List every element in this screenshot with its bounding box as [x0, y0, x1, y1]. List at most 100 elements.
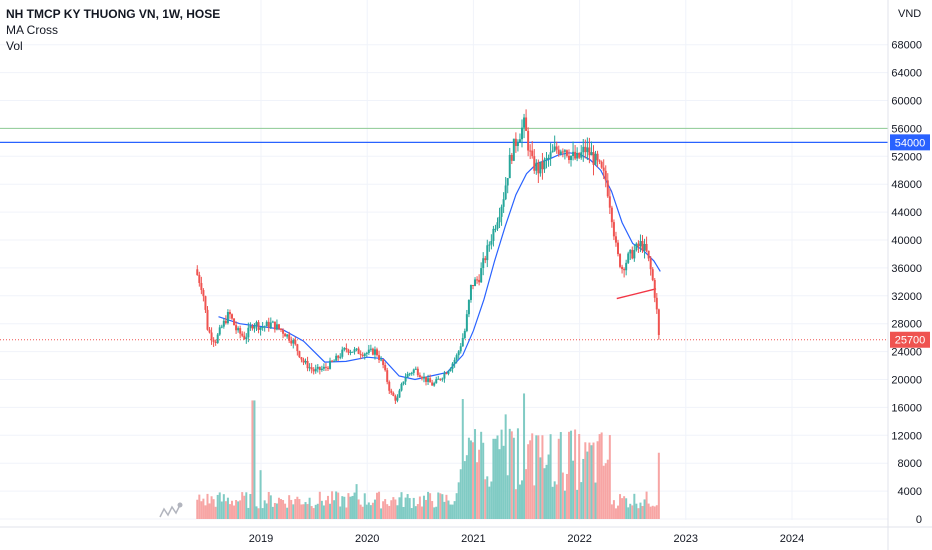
volume-bar [206, 493, 209, 519]
candle-body [286, 334, 289, 337]
candle-body [275, 324, 278, 330]
candle-body [582, 146, 585, 153]
volume-bar [447, 500, 450, 519]
volume-bar [329, 503, 332, 519]
time-axis: 2019 2020 2021 2022 2023 2024 [0, 526, 932, 545]
candle-body [255, 322, 258, 326]
candle-body [508, 154, 511, 179]
candle-body [353, 349, 356, 352]
candle-body [527, 130, 530, 151]
volume-bar [357, 499, 360, 519]
volume-bars [196, 393, 660, 519]
candle-body [439, 378, 442, 380]
candle-body [474, 279, 477, 287]
volume-bar [594, 482, 597, 519]
volume-bar [555, 484, 558, 519]
volume-bar [465, 455, 468, 519]
candle-body [529, 150, 532, 152]
volume-bar [204, 505, 207, 519]
y-tick-label: 28000 [891, 319, 922, 331]
volume-bar [453, 501, 456, 519]
volume-bar [451, 504, 454, 519]
candle-body [400, 383, 403, 391]
volume-bar [445, 494, 448, 519]
candle-body [251, 325, 254, 329]
volume-indicator-label[interactable]: Vol [6, 39, 23, 53]
candle-body [396, 397, 399, 401]
ma-cross-indicator-label[interactable]: MA Cross [6, 23, 59, 37]
volume-bar [567, 431, 570, 519]
chart-legend: NH TMCP KY THUONG VN, 1W, HOSE MA Cross … [6, 6, 220, 54]
volume-bar [461, 399, 464, 519]
volume-bar [406, 494, 409, 519]
candle-body [235, 325, 238, 331]
volume-bar [508, 428, 511, 519]
volume-bar [551, 486, 554, 519]
candle-body [402, 381, 405, 384]
volume-bar [320, 500, 323, 519]
volume-bar [514, 489, 517, 519]
volume-bar [376, 492, 379, 519]
candle-body [324, 366, 327, 368]
candle-body [296, 344, 299, 352]
volume-bar [657, 452, 660, 519]
candle-body [514, 138, 517, 146]
volume-bar [408, 498, 411, 519]
candle-body [243, 335, 246, 340]
candle-body [635, 243, 638, 251]
volume-bar [429, 493, 432, 519]
y-tick-label: 12000 [891, 430, 922, 442]
candle-body [233, 318, 236, 326]
candle-body [535, 162, 538, 171]
volume-bar [347, 493, 350, 519]
volume-bar [639, 502, 642, 519]
x-tick-label: 2022 [567, 533, 591, 545]
candle-body [469, 284, 472, 300]
candle-body [269, 322, 272, 328]
volume-bar [235, 500, 238, 519]
candle-body [214, 341, 217, 343]
candle-body [533, 156, 536, 171]
volume-bar [208, 503, 211, 519]
candle-body [616, 242, 619, 255]
volume-bar [557, 438, 560, 519]
volume-bar [621, 498, 624, 519]
candle-body [465, 314, 468, 331]
y-tick-label: 68000 [891, 40, 922, 52]
candle-body [490, 240, 493, 245]
candle-body [629, 249, 632, 254]
volume-bar [284, 503, 287, 519]
candle-body [380, 359, 383, 361]
volume-bar [541, 435, 544, 519]
candle-body [651, 269, 654, 281]
volume-bar [290, 499, 293, 519]
volume-bar [230, 500, 233, 519]
volume-bar [416, 504, 419, 519]
volume-bar [602, 465, 605, 519]
candle-body [443, 373, 446, 379]
candle-body [447, 371, 450, 374]
volume-bar [412, 497, 415, 519]
symbol-title[interactable]: NH TMCP KY THUONG VN, 1W, HOSE [6, 7, 221, 21]
volume-bar [427, 491, 430, 519]
volume-bar [308, 497, 311, 519]
volume-bar [596, 441, 599, 519]
volume-bar [533, 485, 536, 519]
candle-body [237, 328, 240, 331]
candle-body [518, 139, 521, 143]
volume-bar [282, 500, 285, 519]
ma-cross-line [218, 152, 661, 381]
volume-bar [418, 496, 421, 519]
candle-body [547, 157, 550, 159]
candle-body [408, 373, 411, 375]
volume-bar [647, 503, 650, 519]
candle-body [216, 334, 219, 343]
volume-bar [286, 507, 289, 519]
candle-body [314, 368, 317, 372]
grid [0, 0, 888, 520]
volume-bar [261, 508, 264, 519]
volume-bar [349, 496, 352, 519]
volume-bar [392, 497, 395, 519]
